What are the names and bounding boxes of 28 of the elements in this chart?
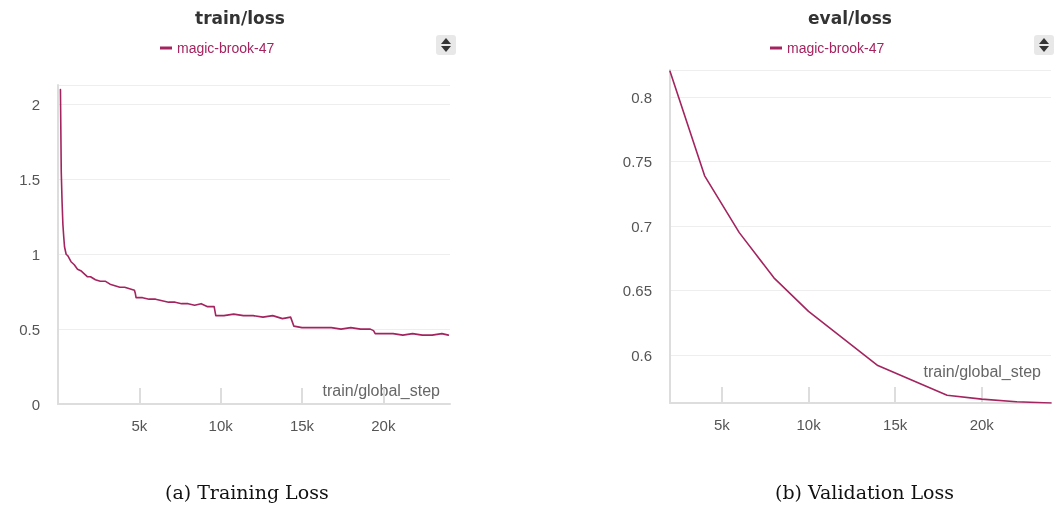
- y-tick-label: 0.6: [631, 346, 652, 364]
- y-tick-label: 1: [31, 245, 40, 263]
- text: (a) Training Loss: [165, 480, 329, 503]
- y-tick-label: 2: [31, 95, 40, 113]
- y-tick-label: 0.8: [631, 88, 652, 106]
- x-axis-title: train/global_step: [923, 362, 1042, 381]
- x-tick-label: 10k: [796, 416, 822, 433]
- legend-label: magic-brook-47: [787, 40, 885, 56]
- y-tick-label: 0: [31, 395, 40, 413]
- x-tick-label: 10k: [208, 417, 234, 434]
- chart-title: train/loss: [195, 7, 285, 28]
- y-tick-label: 0.65: [622, 282, 652, 300]
- x-axis-title: train/global_step: [322, 381, 441, 400]
- x-tick-label: 15k: [883, 416, 908, 433]
- legend-label: magic-brook-47: [177, 40, 275, 56]
- y-tick-label: 0.7: [631, 217, 652, 235]
- text: (b) Validation Loss: [775, 480, 954, 503]
- x-tick-label: 5k: [714, 416, 731, 433]
- y-tick-label: 1.5: [19, 170, 40, 188]
- line-series: [59, 88, 450, 336]
- x-tick-label: 20k: [371, 417, 396, 434]
- x-tick-label: 5k: [131, 417, 148, 434]
- chart-title: eval/loss: [808, 7, 892, 28]
- line-series: [669, 70, 1052, 404]
- x-tick-label: 20k: [969, 416, 995, 433]
- y-tick-label: 0.5: [19, 320, 40, 338]
- y-tick-label: 0.75: [622, 153, 652, 171]
- x-tick-label: 15k: [289, 417, 315, 434]
